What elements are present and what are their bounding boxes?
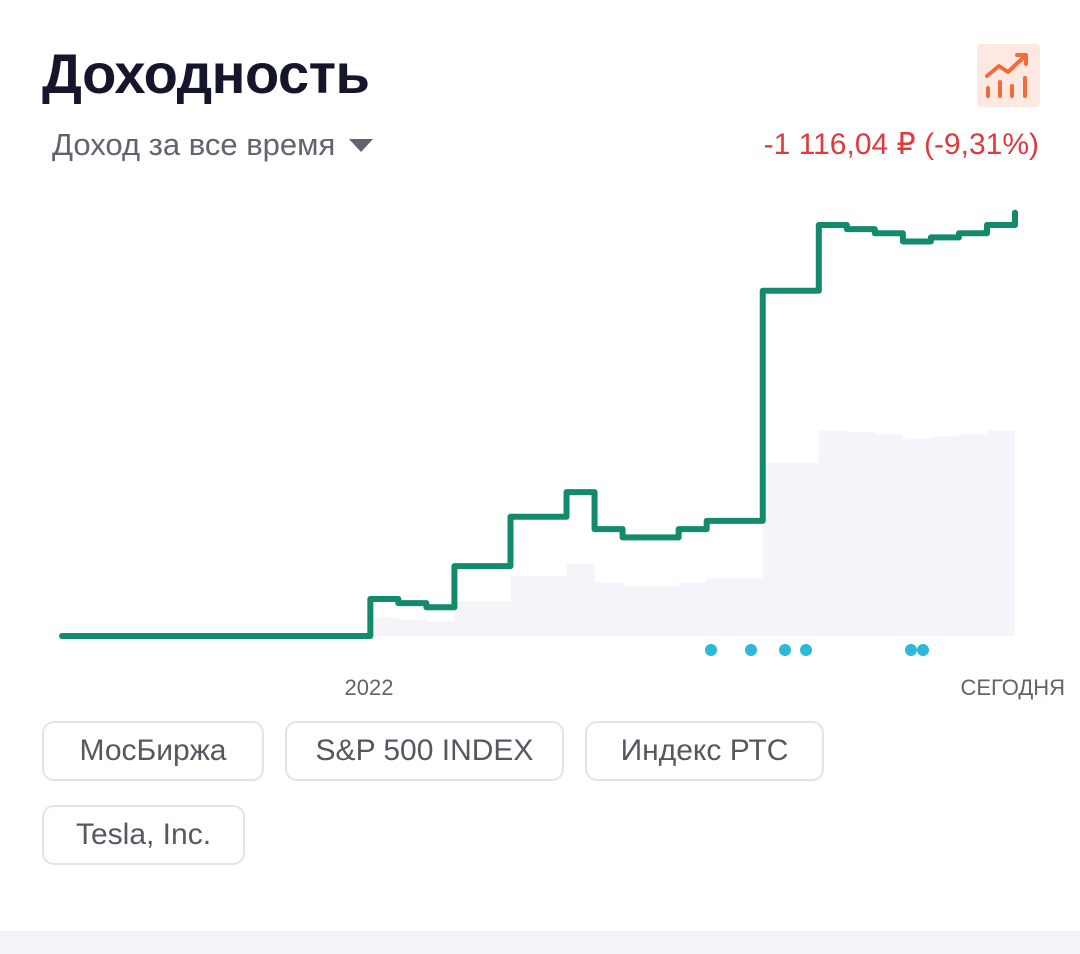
bottom-divider	[0, 931, 1080, 954]
event-marker[interactable]	[800, 644, 812, 656]
event-marker[interactable]	[745, 644, 757, 656]
growth-chart-icon[interactable]	[977, 44, 1040, 107]
benchmark-area	[342, 424, 1015, 636]
benchmark-chip-tesla[interactable]: Tesla, Inc.	[42, 805, 245, 865]
period-dropdown[interactable]: Доход за все время	[52, 124, 374, 166]
event-marker[interactable]	[917, 644, 929, 656]
event-marker[interactable]	[779, 644, 791, 656]
period-label: Доход за все время	[52, 127, 336, 162]
caret-down-icon	[349, 138, 374, 152]
x-tick-label: СЕГОДНЯ	[960, 675, 1065, 700]
returns-chart[interactable]: 2022 СЕГОДНЯ	[0, 190, 1080, 710]
benchmark-chip-sp500[interactable]: S&P 500 INDEX	[285, 721, 564, 781]
benchmark-chip-rts[interactable]: Индекс РТС	[585, 721, 824, 781]
x-tick-label: 2022	[345, 675, 394, 700]
benchmark-chip-moex[interactable]: МосБиржа	[42, 721, 264, 781]
event-marker[interactable]	[905, 644, 917, 656]
page-title: Доходность	[42, 42, 370, 105]
portfolio-return-line	[59, 209, 1018, 639]
income-value: -1 116,04 ₽ (-9,31%)	[763, 128, 1039, 161]
event-marker[interactable]	[705, 644, 717, 656]
